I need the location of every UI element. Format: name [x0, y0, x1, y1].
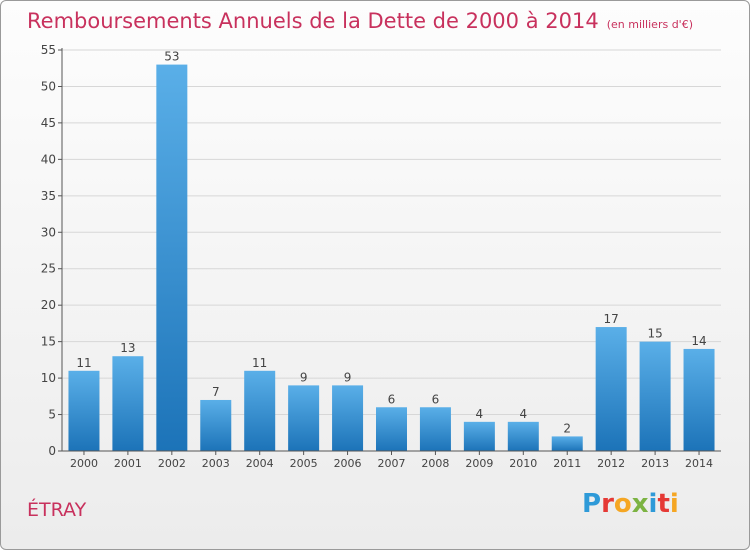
y-tick-label: 5: [48, 408, 56, 422]
bar-value-label: 15: [647, 327, 662, 341]
bar-value-label: 13: [120, 341, 135, 355]
y-tick-label: 55: [41, 43, 56, 57]
y-tick-label: 25: [41, 262, 56, 276]
y-tick-label: 20: [41, 298, 56, 312]
logo-letter: r: [601, 489, 614, 519]
y-tick-label: 45: [41, 116, 56, 130]
x-tick-label: 2011: [553, 457, 581, 470]
x-tick-label: 2014: [685, 457, 713, 470]
bar: [68, 370, 100, 451]
x-tick-label: 2002: [158, 457, 186, 470]
bar-value-label: 9: [300, 370, 308, 384]
chart-unit: (en milliers d'€): [606, 18, 693, 31]
chart-title: Remboursements Annuels de la Dette de 20…: [27, 9, 693, 33]
commune-name: ÉTRAY: [27, 499, 87, 521]
y-tick-label: 35: [41, 189, 56, 203]
bar: [507, 421, 539, 451]
bar-value-label: 17: [604, 312, 619, 326]
bar: [683, 348, 715, 451]
x-tick-label: 2006: [334, 457, 362, 470]
logo-letter: x: [631, 489, 649, 519]
bar: [463, 421, 495, 451]
y-tick-label: 30: [41, 225, 56, 239]
bar: [244, 370, 276, 451]
bar-value-label: 14: [691, 334, 706, 348]
bar: [288, 385, 320, 451]
y-tick-label: 15: [41, 335, 56, 349]
bar-value-label: 53: [164, 50, 179, 64]
bar-value-label: 4: [476, 407, 484, 421]
bar: [200, 399, 232, 451]
bar-value-label: 6: [432, 392, 440, 406]
x-tick-label: 2005: [290, 457, 318, 470]
bar: [112, 356, 144, 451]
bar: [332, 385, 364, 451]
y-tick-label: 40: [41, 152, 56, 166]
x-tick-label: 2001: [114, 457, 142, 470]
x-tick-label: 2013: [641, 457, 669, 470]
bar-value-label: 11: [76, 356, 91, 370]
logo-letter: t: [657, 489, 670, 519]
chart-title-text: Remboursements Annuels de la Dette de 20…: [27, 9, 599, 33]
x-tick-label: 2010: [509, 457, 537, 470]
y-tick-label: 0: [48, 444, 56, 458]
axes: 0 5 10 15 20 25 30 35 40 45 50 55 2000 2001 2002 2003 20…: [41, 43, 721, 470]
logo-letter: P: [582, 489, 602, 519]
bar-value-label: 11: [252, 356, 267, 370]
bar: [639, 341, 671, 451]
proxiti-logo[interactable]: Proxiti: [582, 489, 679, 519]
bar: [595, 327, 627, 451]
x-tick-label: 2007: [378, 457, 406, 470]
bar: [551, 436, 583, 451]
y-tick-label: 50: [41, 79, 56, 93]
bar: [419, 407, 451, 451]
bar: [376, 407, 407, 451]
x-tick-label: 2004: [246, 457, 274, 470]
logo-letter: o: [613, 489, 632, 519]
x-tick-label: 2008: [421, 457, 449, 470]
bar-value-label: 9: [344, 370, 352, 384]
y-tick-label: 10: [41, 371, 56, 385]
logo-letter: i: [669, 489, 679, 519]
x-tick-label: 2012: [597, 457, 625, 470]
x-tick-label: 2000: [70, 457, 98, 470]
x-tick-label: 2009: [465, 457, 493, 470]
bar-value-label: 2: [563, 421, 571, 435]
bar-value-label: 4: [519, 407, 527, 421]
x-tick-label: 2003: [202, 457, 230, 470]
bar-value-label: 6: [388, 392, 396, 406]
logo-letter: i: [648, 489, 658, 519]
bar: [156, 64, 188, 451]
bar-value-label: 7: [212, 385, 220, 399]
bars: 11 13 53 7 11 9 9 6 6 4 4 2 17 15 14: [68, 50, 715, 451]
